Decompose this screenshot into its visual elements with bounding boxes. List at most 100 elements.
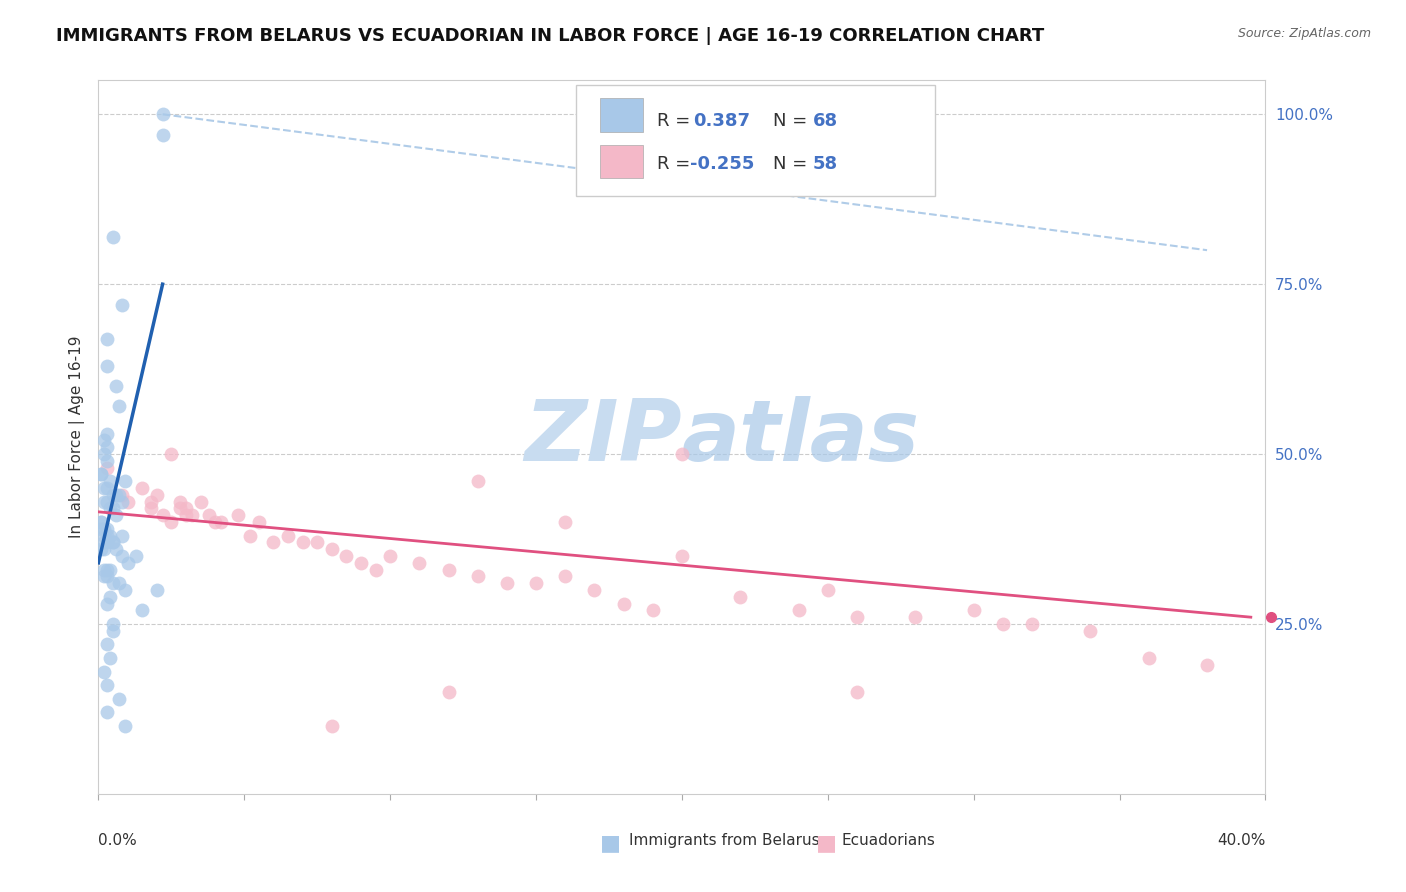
Point [380,549,402,563]
Point [583,582,606,597]
Point [146,488,169,502]
Point [90,515,112,529]
Point [93,542,115,557]
Point [198,508,221,523]
Point [321,719,343,733]
Point [671,447,693,461]
Point [96,494,118,508]
Text: atlas: atlas [682,395,920,479]
Point [350,556,373,570]
Point [98,501,121,516]
Point [139,501,162,516]
Point [291,535,314,549]
Point [787,603,810,617]
Point [108,400,131,414]
Point [962,603,984,617]
Point [96,522,118,536]
Point [904,610,927,624]
Text: R =: R = [657,112,696,129]
Point [101,501,124,516]
Point [90,542,112,557]
Point [817,582,839,597]
Point [228,508,250,523]
Point [93,447,115,461]
Point [93,665,115,679]
Point [169,501,191,516]
Point [111,488,134,502]
Text: Source: ZipAtlas.com: Source: ZipAtlas.com [1237,27,1371,40]
Point [96,332,118,346]
Point [160,515,183,529]
Text: 0.387: 0.387 [693,112,751,129]
Point [117,556,139,570]
Point [180,508,202,523]
Point [93,563,115,577]
Point [98,563,121,577]
Point [104,379,127,393]
Point [96,440,118,454]
Point [125,549,148,563]
Point [146,582,169,597]
Point [131,481,153,495]
Point [174,508,197,523]
Point [101,617,124,632]
Point [307,535,329,549]
Point [114,582,136,597]
Point [117,494,139,508]
Point [247,515,270,529]
Point [93,569,115,583]
Point [96,528,118,542]
Point [108,691,131,706]
Point [364,563,387,577]
Point [98,651,121,665]
Text: 68: 68 [813,112,838,129]
Point [101,229,124,244]
Point [104,542,127,557]
Text: R =: R = [657,155,696,173]
Point [846,610,869,624]
Text: IMMIGRANTS FROM BELARUS VS ECUADORIAN IN LABOR FORCE | AGE 16-19 CORRELATION CHA: IMMIGRANTS FROM BELARUS VS ECUADORIAN IN… [56,27,1045,45]
Point [1080,624,1102,638]
Point [93,522,115,536]
Point [104,508,127,523]
Point [96,426,118,441]
Point [90,515,112,529]
Point [98,590,121,604]
Point [1195,657,1218,672]
Text: 0.0%: 0.0% [98,833,138,848]
Point [96,569,118,583]
Point [114,719,136,733]
Point [408,556,430,570]
Point [321,542,343,557]
Point [101,535,124,549]
Point [111,549,134,563]
Point [152,107,174,121]
Point [641,603,664,617]
Point [169,494,191,508]
Text: 40.0%: 40.0% [1218,833,1265,848]
Point [524,576,547,591]
Text: Immigrants from Belarus: Immigrants from Belarus [630,833,820,848]
Point [160,447,183,461]
Point [467,475,489,489]
Point [239,528,262,542]
Point [96,481,118,495]
Point [93,481,115,495]
Point [554,569,576,583]
Text: ZIP: ZIP [524,395,682,479]
Point [96,597,118,611]
Point [152,128,174,142]
Point [730,590,752,604]
Text: 58: 58 [813,155,838,173]
Point [96,460,118,475]
Point [108,488,131,502]
Point [111,528,134,542]
Point [98,528,121,542]
Text: ■: ■ [815,833,837,853]
Point [93,434,115,448]
Point [111,297,134,311]
Y-axis label: In Labor Force | Age 16-19: In Labor Force | Age 16-19 [69,335,84,539]
Point [96,563,118,577]
Point [1137,651,1160,665]
Point [90,522,112,536]
